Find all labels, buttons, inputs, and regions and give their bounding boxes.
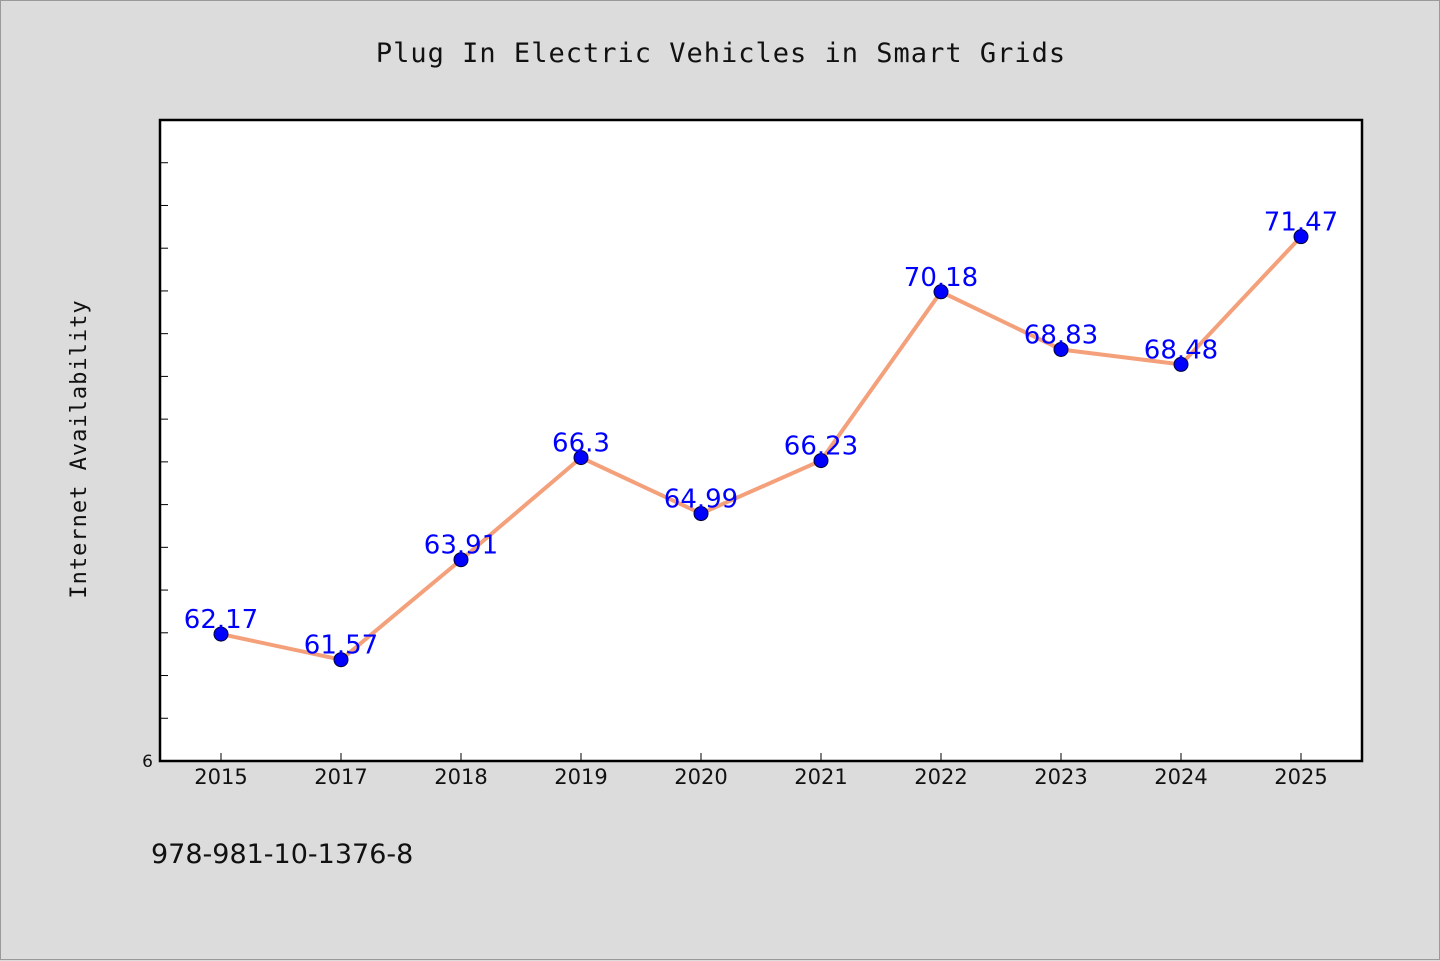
x-tick-label: 2020 bbox=[674, 765, 727, 789]
x-tick-label: 2015 bbox=[194, 765, 247, 789]
data-point bbox=[933, 284, 949, 300]
data-label: 70.18 bbox=[904, 263, 978, 293]
data-label: 62.17 bbox=[184, 605, 258, 635]
data-point bbox=[1173, 356, 1189, 372]
data-label: 63.91 bbox=[424, 531, 498, 561]
data-label: 66.23 bbox=[784, 432, 858, 462]
data-point bbox=[693, 506, 709, 522]
data-label: 64.99 bbox=[664, 485, 738, 515]
x-tick-label: 2018 bbox=[434, 765, 487, 789]
data-label: 66.3 bbox=[552, 429, 610, 459]
data-label: 71.47 bbox=[1264, 208, 1338, 238]
data-point bbox=[213, 626, 229, 642]
x-tick-label: 2017 bbox=[314, 765, 367, 789]
series-line bbox=[219, 234, 1303, 662]
chart-title: Plug In Electric Vehicles in Smart Grids bbox=[376, 38, 1066, 69]
x-tick-label: 2023 bbox=[1034, 765, 1087, 789]
data-point bbox=[813, 453, 829, 469]
x-tick-label: 2025 bbox=[1274, 765, 1327, 789]
x-axis-ticks: 2015 2017 2018 2019 2020 2021 2022 2023 2024 2025 bbox=[194, 753, 1328, 789]
plot-area bbox=[158, 118, 1364, 763]
y-axis-label: Internet Availability bbox=[67, 299, 92, 598]
data-point bbox=[1293, 229, 1309, 245]
data-label: 68.83 bbox=[1024, 320, 1098, 350]
data-point bbox=[1053, 341, 1069, 357]
data-label: 61.57 bbox=[304, 631, 378, 661]
data-point bbox=[453, 552, 469, 568]
x-tick-label: 2022 bbox=[914, 765, 967, 789]
x-tick-label: 2021 bbox=[794, 765, 847, 789]
y-tick-label: 6 bbox=[142, 752, 153, 772]
x-tick-label: 2024 bbox=[1154, 765, 1207, 789]
data-label: 68.48 bbox=[1144, 335, 1218, 365]
y-axis-ticks bbox=[160, 162, 168, 719]
data-point bbox=[333, 652, 349, 668]
series-line-group bbox=[219, 234, 1303, 662]
footnote-isbn: 978-981-10-1376-8 bbox=[151, 839, 413, 870]
data-point bbox=[573, 450, 589, 466]
x-tick-label: 2019 bbox=[554, 765, 607, 789]
series-markers bbox=[213, 229, 1309, 668]
data-labels: 62.17 61.57 63.91 66.3 64.99 66.23 70.18 68.83 6… bbox=[184, 208, 1338, 661]
